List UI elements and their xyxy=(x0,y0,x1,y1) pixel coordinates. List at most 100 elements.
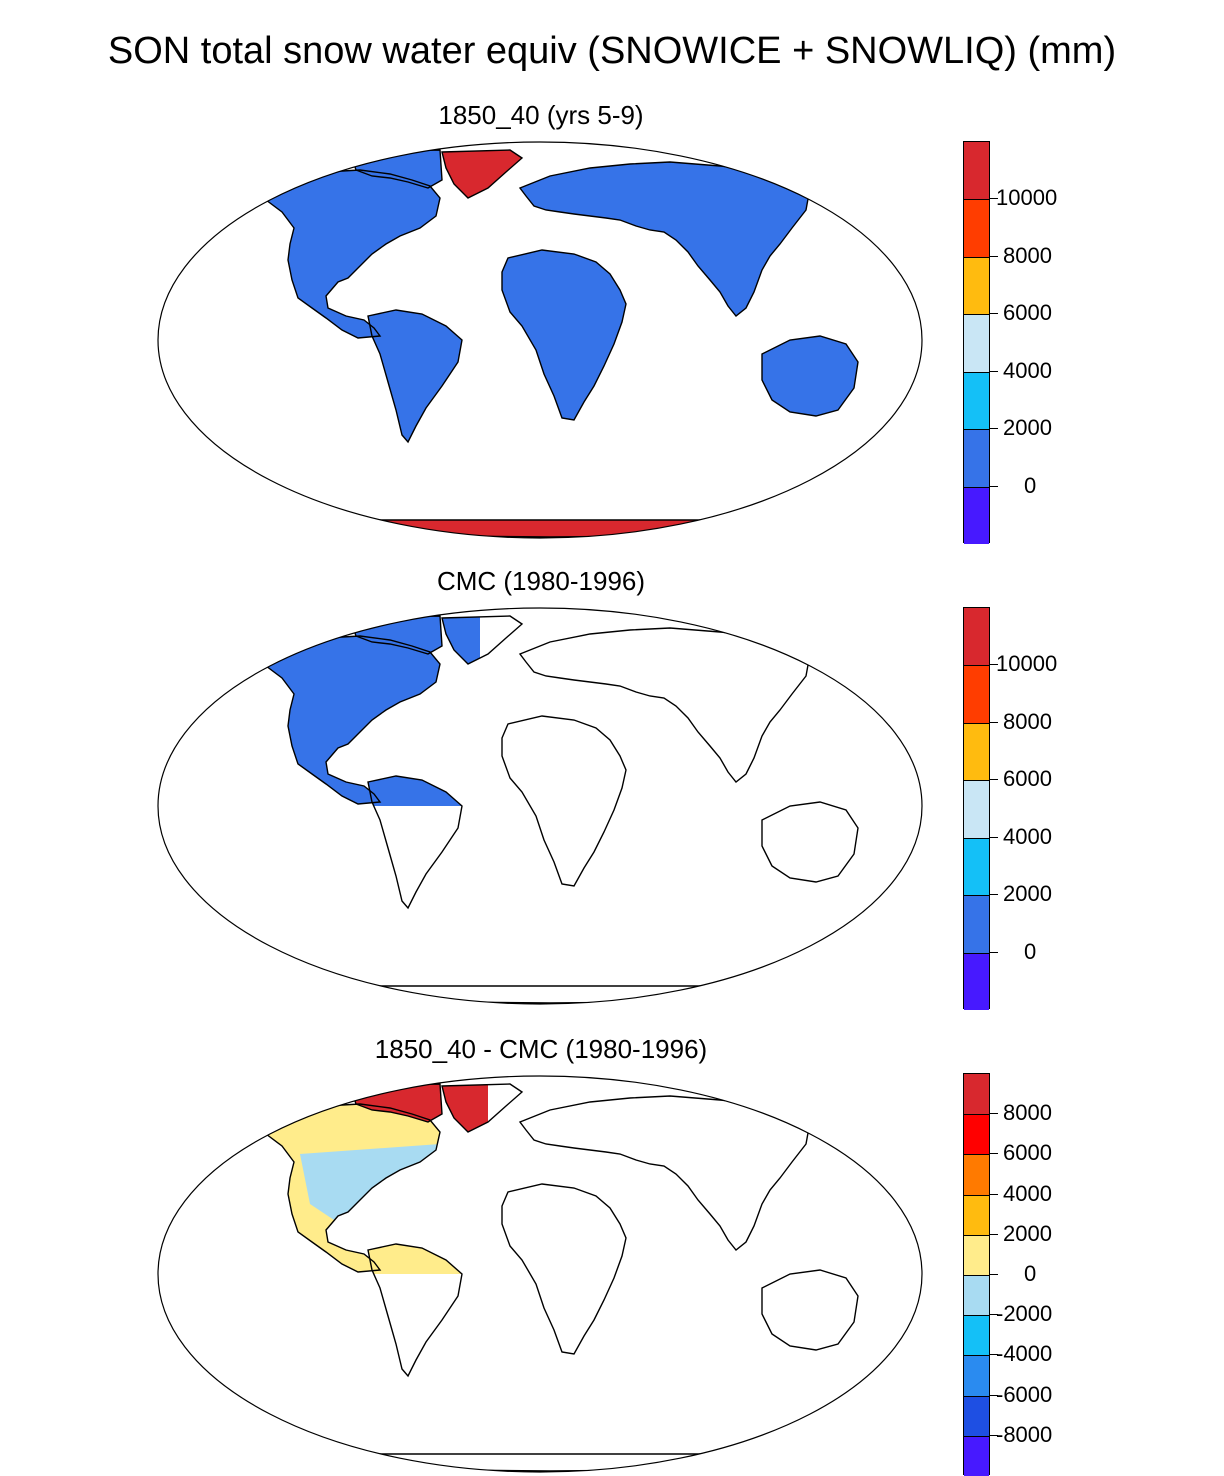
panel-3-title: 1850_40 - CMC (1980-1996) xyxy=(374,1034,708,1064)
colorbar-tick xyxy=(990,1314,998,1316)
colorbar-label: 2000 xyxy=(1003,1220,1052,1246)
colorbar-panel-1: 10000 8000 6000 4000 2000 0 xyxy=(963,141,1103,544)
land-fill-africa xyxy=(502,250,626,420)
colorbar-tick xyxy=(990,894,998,896)
map-panel-3 xyxy=(157,1075,923,1473)
colorbar-segment xyxy=(964,1234,989,1275)
coastline-greenland xyxy=(441,149,524,199)
coastline-arcticIslands xyxy=(349,149,443,189)
colorbar-segment xyxy=(964,1395,989,1436)
colorbar-label: 10000 xyxy=(996,185,1058,211)
colorbar-segment xyxy=(964,1355,989,1396)
colorbar-tick xyxy=(990,198,998,200)
coastline-australia xyxy=(761,335,859,417)
colorbar-tick xyxy=(990,313,998,315)
colorbar-segment xyxy=(964,199,989,257)
colorbar-label: 2000 xyxy=(1003,415,1052,441)
colorbar-tick xyxy=(990,951,998,953)
coastline-southAmerica xyxy=(367,775,463,910)
colorbar-segment xyxy=(964,1154,989,1195)
colorbar-panel-2: 10000 8000 6000 4000 2000 0 xyxy=(963,607,1103,1010)
coastline-northAmerica xyxy=(249,1103,441,1273)
colorbar-tick xyxy=(990,255,998,257)
map-fill-layer xyxy=(158,142,922,538)
colorbar-segment xyxy=(964,256,989,315)
colorbar-label: 0 xyxy=(1024,938,1037,964)
colorbar-label: 2000 xyxy=(1003,881,1052,907)
greenland-fill xyxy=(442,1084,488,1132)
map-panel-2 xyxy=(157,607,923,1005)
land-fill-australia xyxy=(762,336,858,416)
colorbar-label: 6000 xyxy=(1003,300,1052,326)
colorbar-tick xyxy=(990,1113,998,1115)
colorbar-label: 4000 xyxy=(1003,823,1052,849)
colorbar-label: 0 xyxy=(1024,1261,1037,1286)
colorbar-tick xyxy=(990,485,998,487)
figure-title: SON total snow water equiv (SNOWICE + SN… xyxy=(107,30,1117,72)
land-fill-southAmerica xyxy=(368,310,462,442)
map-fill-layer xyxy=(158,1076,922,1472)
coastline-arcticIslands xyxy=(349,1083,443,1123)
colorbar-tick xyxy=(990,779,998,781)
map-border xyxy=(157,1075,923,1473)
greenland-fill xyxy=(442,150,522,198)
coastline-australia xyxy=(761,801,859,883)
colorbar-tick xyxy=(990,836,998,838)
colorbar-label: 8000 xyxy=(1003,708,1052,734)
colorbar-segment xyxy=(964,722,989,781)
colorbar-label: -4000 xyxy=(996,1341,1053,1367)
coastline-northAmerica xyxy=(249,635,441,805)
colorbar-tick xyxy=(990,664,998,666)
map-panel-1 xyxy=(157,141,923,539)
coastline-africa xyxy=(501,715,627,887)
greenland-fill xyxy=(442,616,480,664)
colorbar-segment xyxy=(964,429,989,487)
coastline-southAmerica xyxy=(367,1243,463,1378)
colorbar-segment xyxy=(964,142,989,200)
colorbar-label: -2000 xyxy=(996,1301,1053,1327)
colorbar-label: -8000 xyxy=(996,1421,1053,1447)
colorbar-panel-3: 8000 6000 4000 2000 0 -2000 -4000 -6000 -8000 xyxy=(963,1073,1103,1476)
map-border xyxy=(157,607,923,1005)
colorbar-segment xyxy=(964,895,989,953)
colorbar-segment xyxy=(964,1194,989,1235)
map-border xyxy=(157,141,923,539)
coastline-arcticIslands xyxy=(349,615,443,655)
panel-1-title: 1850_40 (yrs 5-9) xyxy=(438,100,644,130)
colorbar-label: -6000 xyxy=(996,1381,1053,1407)
colorbar-label: 6000 xyxy=(1003,1140,1052,1166)
colorbar-segment xyxy=(964,1435,989,1476)
colorbar-segment xyxy=(964,1275,989,1316)
colorbar-tick xyxy=(990,1274,998,1275)
colorbar-box xyxy=(963,1073,990,1476)
colorbar-box xyxy=(963,141,990,544)
colorbar-segment xyxy=(964,665,989,723)
coastline-southAmerica xyxy=(367,309,463,444)
colorbar-tick xyxy=(990,428,998,430)
colorbar-segment xyxy=(964,314,989,372)
colorbar-tick xyxy=(990,1153,998,1155)
colorbar-tick xyxy=(990,1233,998,1235)
land-fill-eurasia xyxy=(520,162,810,316)
colorbar-tick xyxy=(990,1354,998,1356)
coastline-australia xyxy=(761,1269,859,1351)
colorbar-label: 6000 xyxy=(1003,766,1052,792)
map-fill-layer xyxy=(158,608,922,1004)
colorbar-tick xyxy=(990,1434,998,1436)
colorbar-segment xyxy=(964,486,989,544)
panel-2-title: CMC (1980-1996) xyxy=(436,566,646,596)
colorbar-tick xyxy=(990,721,998,723)
coastline-greenland xyxy=(441,1083,524,1133)
coastline-africa xyxy=(501,1183,627,1355)
colorbar-segment xyxy=(964,837,989,896)
colorbar-tick xyxy=(990,1394,998,1396)
coastline-africa xyxy=(501,249,627,421)
antarctica-fill xyxy=(290,520,770,537)
colorbar-label: 8000 xyxy=(1003,1100,1052,1126)
colorbar-segment xyxy=(964,608,989,666)
colorbar-segment xyxy=(964,952,989,1010)
colorbar-segment xyxy=(964,1315,989,1356)
colorbar-segment xyxy=(964,1074,989,1115)
colorbar-segment xyxy=(964,780,989,838)
colorbar-segment xyxy=(964,371,989,430)
